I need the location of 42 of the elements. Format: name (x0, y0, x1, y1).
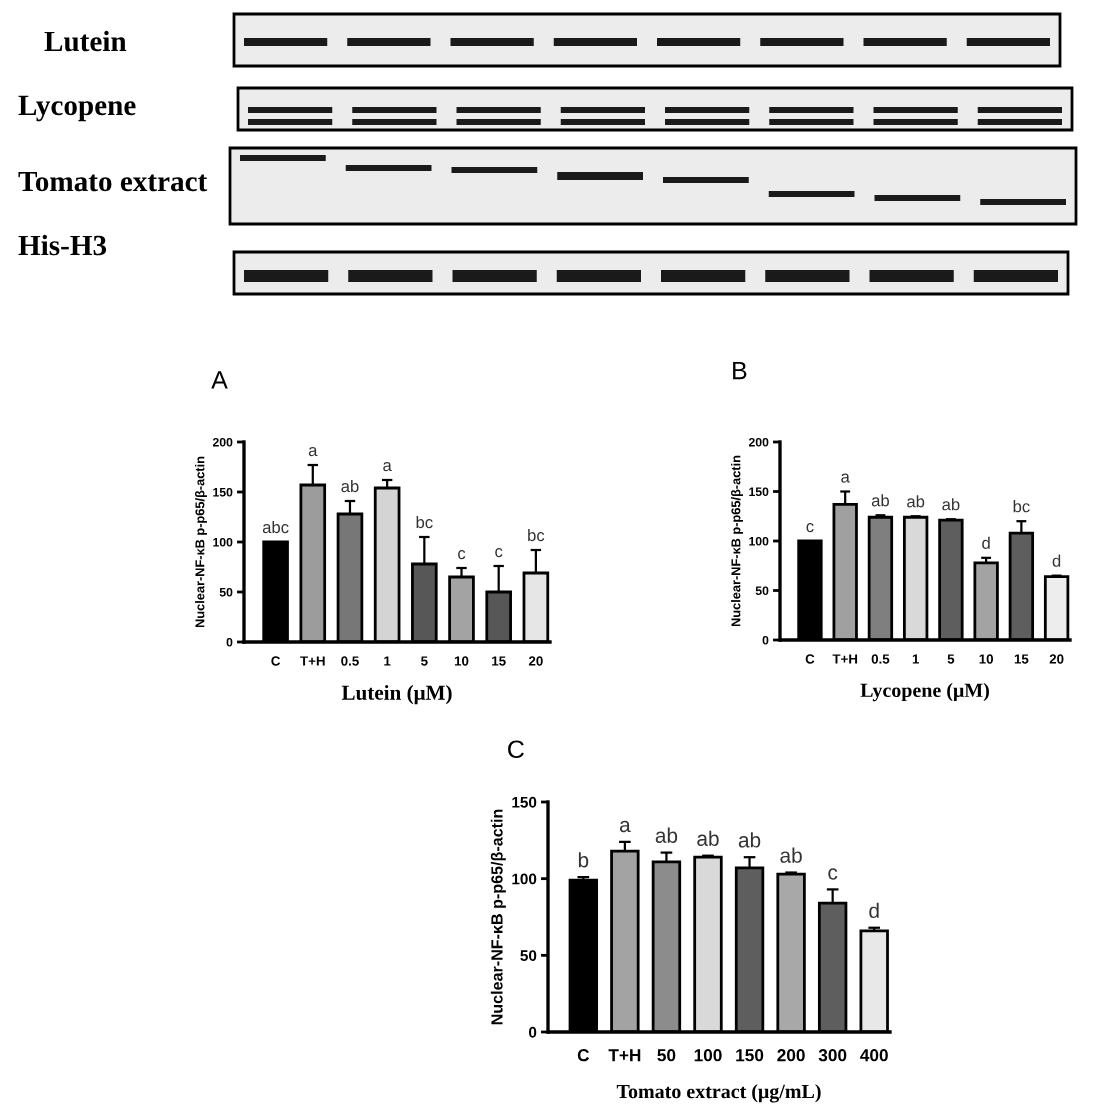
data-label: ab (697, 830, 719, 846)
data-label: ab (341, 479, 359, 493)
text: Tomato extract (18, 171, 208, 192)
text: His-H3 (18, 234, 107, 256)
data-label: ab (942, 498, 960, 511)
x-tick-label: 50 (657, 1049, 676, 1062)
data-label: d (982, 536, 990, 549)
chart-title: C (508, 740, 524, 759)
data-label: b (578, 852, 589, 868)
text: Lutein (44, 30, 127, 52)
x-tick-label: T+H (608, 1049, 641, 1062)
data-label: a (383, 462, 392, 472)
data-label: ab (871, 494, 889, 507)
data-label: bc (416, 515, 433, 529)
data-label: a (308, 447, 318, 457)
data-label: c (458, 550, 466, 560)
data-label: abc (262, 520, 289, 534)
x-axis-title: Tomato extract (μg/mL) (616, 1084, 821, 1103)
data-label: ab (655, 827, 678, 843)
x-tick-label: C (577, 1049, 590, 1062)
data-label: d (869, 902, 879, 919)
chart-title: A (211, 371, 228, 389)
chart-title: B (733, 361, 747, 380)
data-label: ab (907, 495, 925, 508)
data-label: c (495, 548, 503, 558)
data-label: a (841, 473, 850, 483)
x-tick-label: 400 (860, 1049, 888, 1062)
x-axis-title: Lycopene (μM) (860, 682, 989, 702)
data-label: d (1052, 554, 1061, 567)
data-label: c (828, 868, 838, 880)
data-label: a (619, 820, 631, 833)
x-tick-label: 100 (694, 1049, 722, 1062)
data-label: bc (528, 528, 545, 542)
x-axis-title: Lutein (μM) (341, 684, 452, 705)
data-label: c (806, 523, 814, 533)
data-label: bc (1013, 500, 1030, 513)
x-tick-label: 200 (777, 1049, 805, 1062)
data-label: ab (738, 832, 761, 848)
y-axis-title: Nuclear-NF-κB p-p65/β-actin (490, 809, 506, 1025)
text: Lycopene (18, 95, 136, 122)
x-tick-label: 300 (818, 1049, 847, 1062)
data-label: ab (780, 847, 802, 863)
